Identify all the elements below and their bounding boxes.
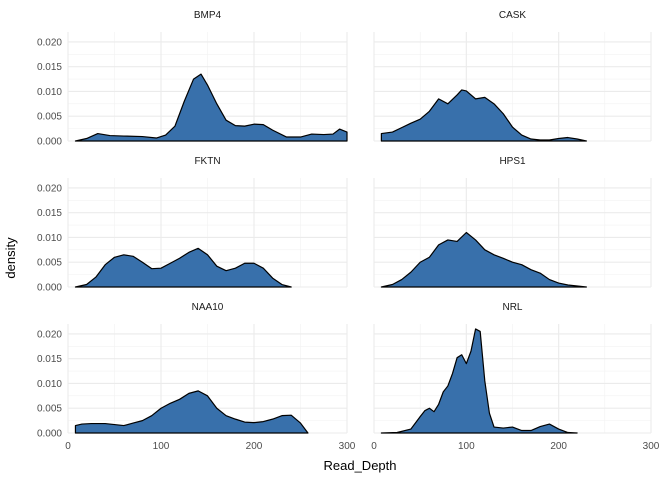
x-tick-label: 0 bbox=[371, 441, 377, 452]
facet-strip-label: BMP4 bbox=[194, 10, 222, 21]
y-tick-label: 0.005 bbox=[37, 258, 62, 269]
y-tick-label: 0.015 bbox=[37, 62, 62, 73]
x-tick-label: 200 bbox=[246, 441, 263, 452]
y-tick-label: 0.015 bbox=[37, 208, 62, 219]
x-tick-label: 200 bbox=[550, 441, 567, 452]
y-tick-label: 0.020 bbox=[37, 329, 62, 340]
density-area-naa10 bbox=[74, 390, 309, 434]
x-tick-label: 100 bbox=[458, 441, 475, 452]
facet-panel: FKTN 0.000 0.005 0.010 0.015 0.020 bbox=[37, 156, 348, 294]
density-area-bmp4 bbox=[74, 73, 348, 142]
facet-strip-label: NRL bbox=[502, 302, 522, 313]
density-area-hps1 bbox=[380, 231, 587, 288]
y-tick-label: 0.005 bbox=[37, 404, 62, 415]
y-axis-title: density bbox=[3, 237, 18, 279]
x-axis-title: Read_Depth bbox=[324, 458, 397, 473]
density-area-fktn bbox=[74, 247, 292, 288]
facet-panel: BMP4 0.000 0.005 0.010 0.015 0.020 bbox=[37, 10, 348, 148]
density-area-cask bbox=[380, 89, 587, 142]
density-area-nrl bbox=[380, 328, 578, 434]
facet-panel: NRL 0 100 200 300 bbox=[371, 302, 660, 452]
facet-strip-label: NAA10 bbox=[192, 302, 224, 313]
y-tick-label: 0.020 bbox=[37, 37, 62, 48]
x-tick-label: 0 bbox=[65, 441, 71, 452]
facet-panels: BMP4 0.000 0.005 0.010 0.015 0.020 CASK FKTN 0.0… bbox=[37, 10, 660, 452]
facet-panel: HPS1 bbox=[373, 156, 652, 288]
y-tick-label: 0.010 bbox=[37, 87, 62, 98]
y-tick-label: 0.000 bbox=[37, 137, 62, 148]
y-tick-label: 0.000 bbox=[37, 283, 62, 294]
facet-strip-label: CASK bbox=[499, 10, 527, 21]
x-tick-label: 300 bbox=[643, 441, 660, 452]
facet-strip-label: HPS1 bbox=[499, 156, 526, 167]
facet-panel: CASK bbox=[373, 10, 652, 142]
y-tick-label: 0.015 bbox=[37, 354, 62, 365]
y-tick-label: 0.005 bbox=[37, 112, 62, 123]
x-tick-label: 100 bbox=[153, 441, 170, 452]
y-tick-label: 0.010 bbox=[37, 233, 62, 244]
x-tick-label: 300 bbox=[339, 441, 356, 452]
y-tick-label: 0.010 bbox=[37, 379, 62, 390]
y-tick-label: 0.020 bbox=[37, 183, 62, 194]
facet-panel: NAA10 0.000 0.005 0.010 0.015 0.020 0 100 200 300 bbox=[37, 302, 356, 452]
facet-strip-label: FKTN bbox=[194, 156, 220, 167]
y-tick-label: 0.000 bbox=[37, 429, 62, 440]
